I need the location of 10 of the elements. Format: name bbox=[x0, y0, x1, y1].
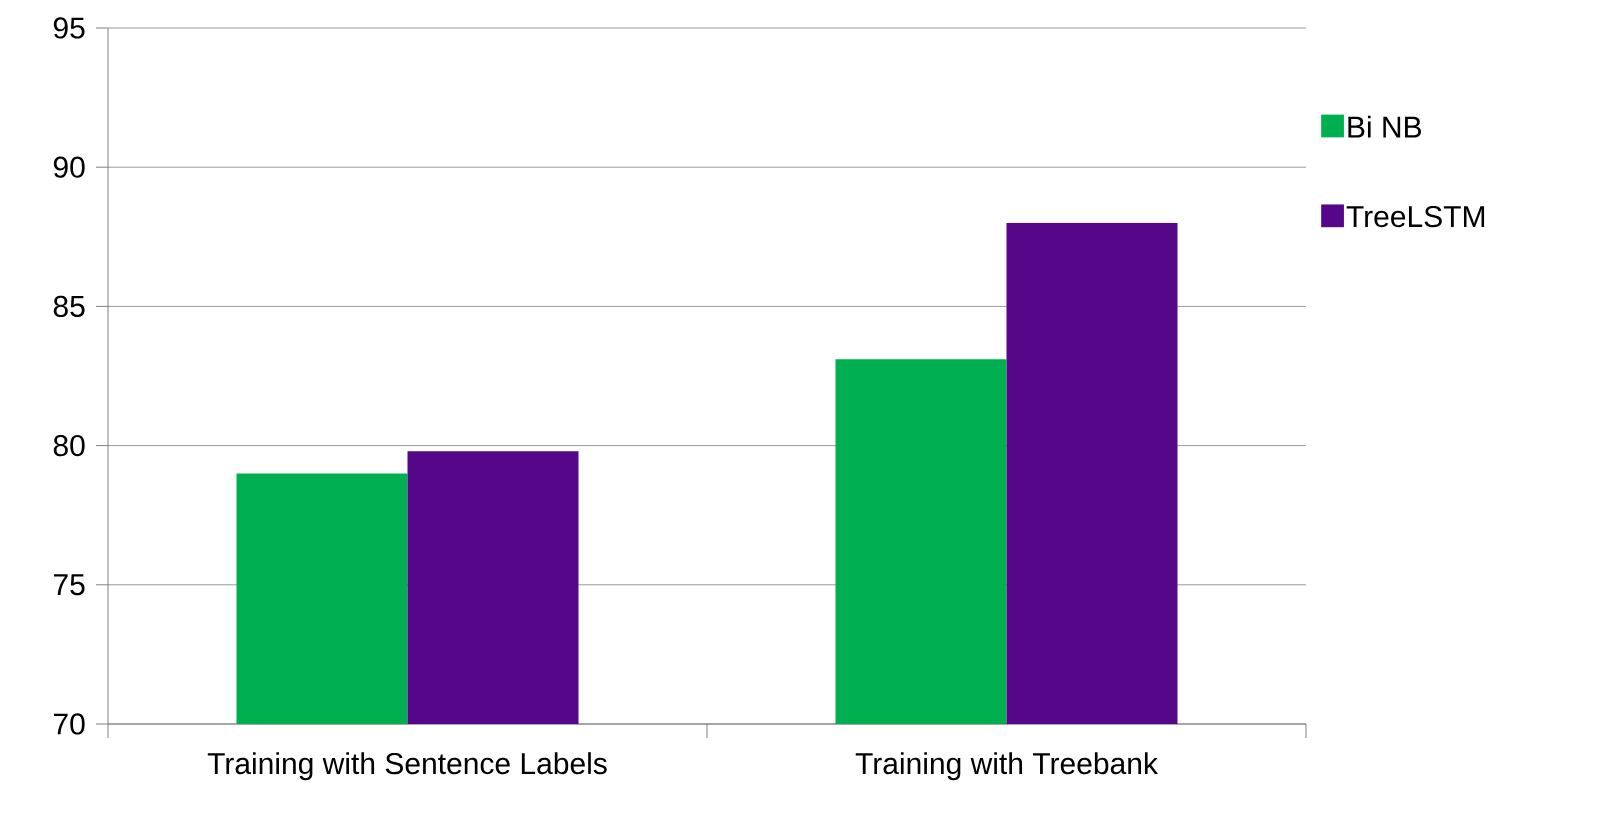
y-tick-label: 80 bbox=[53, 434, 85, 457]
y-tick-label: 70 bbox=[53, 713, 85, 735]
y-tick-label: 75 bbox=[53, 574, 85, 596]
legend-label: Bi NB bbox=[1348, 115, 1421, 138]
y-tick-label: 90 bbox=[53, 156, 85, 178]
y-tick-label: 85 bbox=[53, 295, 85, 318]
x-tick-label: Training with Sentence Labels bbox=[207, 752, 607, 781]
x-tick-label: Training with Treebank bbox=[855, 752, 1158, 781]
legend-label: TreeLSTM bbox=[1346, 205, 1485, 228]
y-tick-label: 95 bbox=[53, 17, 85, 39]
